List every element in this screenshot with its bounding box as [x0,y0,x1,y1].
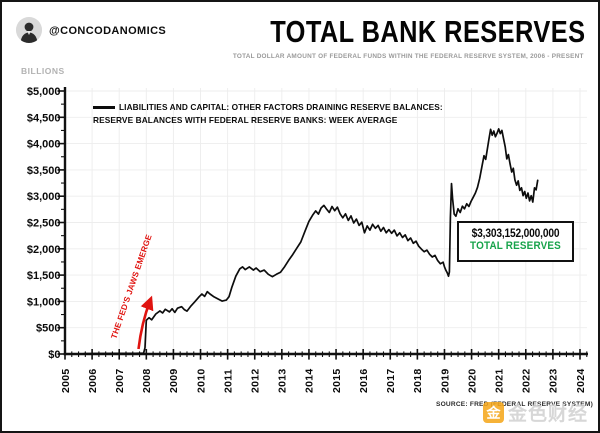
avatar [16,17,42,43]
watermark: 金 金色财经 [482,399,588,426]
svg-text:2013: 2013 [277,368,289,393]
svg-text:$3,000: $3,000 [27,191,61,203]
svg-text:2006: 2006 [87,368,99,393]
total-reserves-value: $3,303,152,000,000 [471,226,560,240]
svg-text:2009: 2009 [168,368,180,393]
svg-text:$5,000: $5,000 [27,86,61,98]
svg-text:2017: 2017 [385,368,397,393]
watermark-logo-icon: 金 [482,402,504,423]
svg-text:$2,000: $2,000 [27,244,61,256]
svg-text:$1,500: $1,500 [27,270,61,282]
svg-text:$3,500: $3,500 [27,165,61,177]
legend-label-line2: RESERVE BALANCES WITH FEDERAL RESERVE BA… [93,115,398,125]
svg-text:2019: 2019 [439,368,451,393]
person-portrait-icon [16,17,42,43]
svg-text:2007: 2007 [114,368,126,393]
svg-text:2016: 2016 [358,368,370,393]
svg-text:2010: 2010 [195,368,207,393]
chart-title: TOTAL BANK RESERVES [269,14,585,49]
svg-text:$1,000: $1,000 [27,296,61,308]
total-reserves-label: TOTAL RESERVES [470,240,561,252]
svg-text:$0: $0 [48,349,60,361]
svg-text:2005: 2005 [60,368,72,393]
svg-text:2011: 2011 [222,369,234,393]
svg-text:$4,000: $4,000 [27,139,61,151]
svg-text:2020: 2020 [466,368,478,393]
y-axis-unit-label: BILLIONS [21,66,65,76]
svg-text:2018: 2018 [412,368,424,393]
svg-text:$2,500: $2,500 [27,218,61,230]
watermark-text: 金色财经 [507,404,588,425]
legend: LIABILITIES AND CAPITAL: OTHER FACTORS D… [93,101,443,127]
svg-text:2008: 2008 [141,368,153,393]
svg-text:2023: 2023 [548,368,560,393]
svg-text:2022: 2022 [521,368,533,393]
svg-text:2012: 2012 [250,368,262,393]
author-handle: @CONCODANOMICS [49,25,167,37]
legend-label-line1: LIABILITIES AND CAPITAL: OTHER FACTORS D… [119,102,443,112]
source-credit: SOURCE: FRED (FEDERAL RESERVE SYSTEM) [436,401,593,408]
chart-subtitle: TOTAL DOLLAR AMOUNT OF FEDERAL FUNDS WIT… [233,53,584,60]
legend-line-swatch [93,106,115,109]
svg-text:2021: 2021 [493,368,505,393]
svg-text:2015: 2015 [331,368,343,393]
total-reserves-callout: $3,303,152,000,000 TOTAL RESERVES [457,221,574,262]
svg-text:$4,500: $4,500 [27,112,61,124]
svg-text:2024: 2024 [575,368,587,393]
svg-text:2014: 2014 [304,368,316,393]
svg-text:$500: $500 [36,323,60,335]
